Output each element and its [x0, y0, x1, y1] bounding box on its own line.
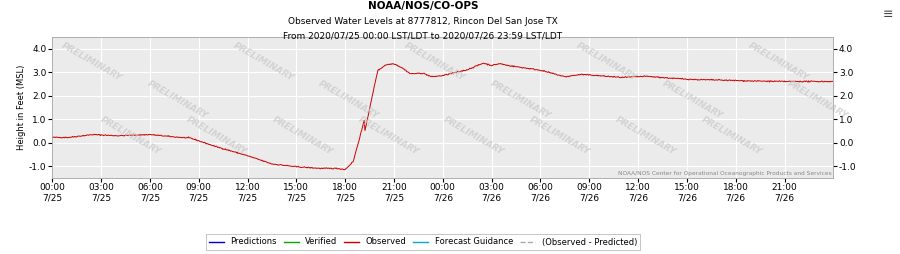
Text: PRELIMINARY: PRELIMINARY	[270, 115, 334, 156]
Text: PRELIMINARY: PRELIMINARY	[661, 79, 725, 121]
Text: PRELIMINARY: PRELIMINARY	[403, 41, 467, 83]
Legend: Predictions, Verified, Observed, Forecast Guidance, (Observed - Predicted): Predictions, Verified, Observed, Forecas…	[205, 234, 641, 250]
Text: ≡: ≡	[882, 8, 893, 21]
Text: PRELIMINARY: PRELIMINARY	[231, 41, 295, 83]
Text: PRELIMINARY: PRELIMINARY	[786, 79, 850, 121]
Text: Observed Water Levels at 8777812, Rincon Del San Jose TX: Observed Water Levels at 8777812, Rincon…	[288, 17, 558, 25]
Text: PRELIMINARY: PRELIMINARY	[614, 115, 678, 156]
Text: PRELIMINARY: PRELIMINARY	[528, 115, 591, 156]
Text: PRELIMINARY: PRELIMINARY	[575, 41, 639, 83]
Y-axis label: Height in Feet (MSL): Height in Feet (MSL)	[17, 65, 26, 150]
Text: PRELIMINARY: PRELIMINARY	[318, 79, 381, 121]
Text: NOAA/NOS Center for Operational Oceanographic Products and Services: NOAA/NOS Center for Operational Oceanogr…	[618, 171, 832, 176]
Text: PRELIMINARY: PRELIMINARY	[356, 115, 420, 156]
Text: From 2020/07/25 00:00 LST/LDT to 2020/07/26 23:59 LST/LDT: From 2020/07/25 00:00 LST/LDT to 2020/07…	[284, 32, 562, 41]
Text: PRELIMINARY: PRELIMINARY	[747, 41, 811, 83]
Text: PRELIMINARY: PRELIMINARY	[146, 79, 209, 121]
Text: PRELIMINARY: PRELIMINARY	[99, 115, 162, 156]
Text: NOAA/NOS/CO-OPS: NOAA/NOS/CO-OPS	[368, 1, 478, 11]
Text: PRELIMINARY: PRELIMINARY	[490, 79, 553, 121]
Text: PRELIMINARY: PRELIMINARY	[184, 115, 248, 156]
Text: PRELIMINARY: PRELIMINARY	[442, 115, 506, 156]
Text: PRELIMINARY: PRELIMINARY	[700, 115, 763, 156]
Text: PRELIMINARY: PRELIMINARY	[59, 41, 123, 83]
